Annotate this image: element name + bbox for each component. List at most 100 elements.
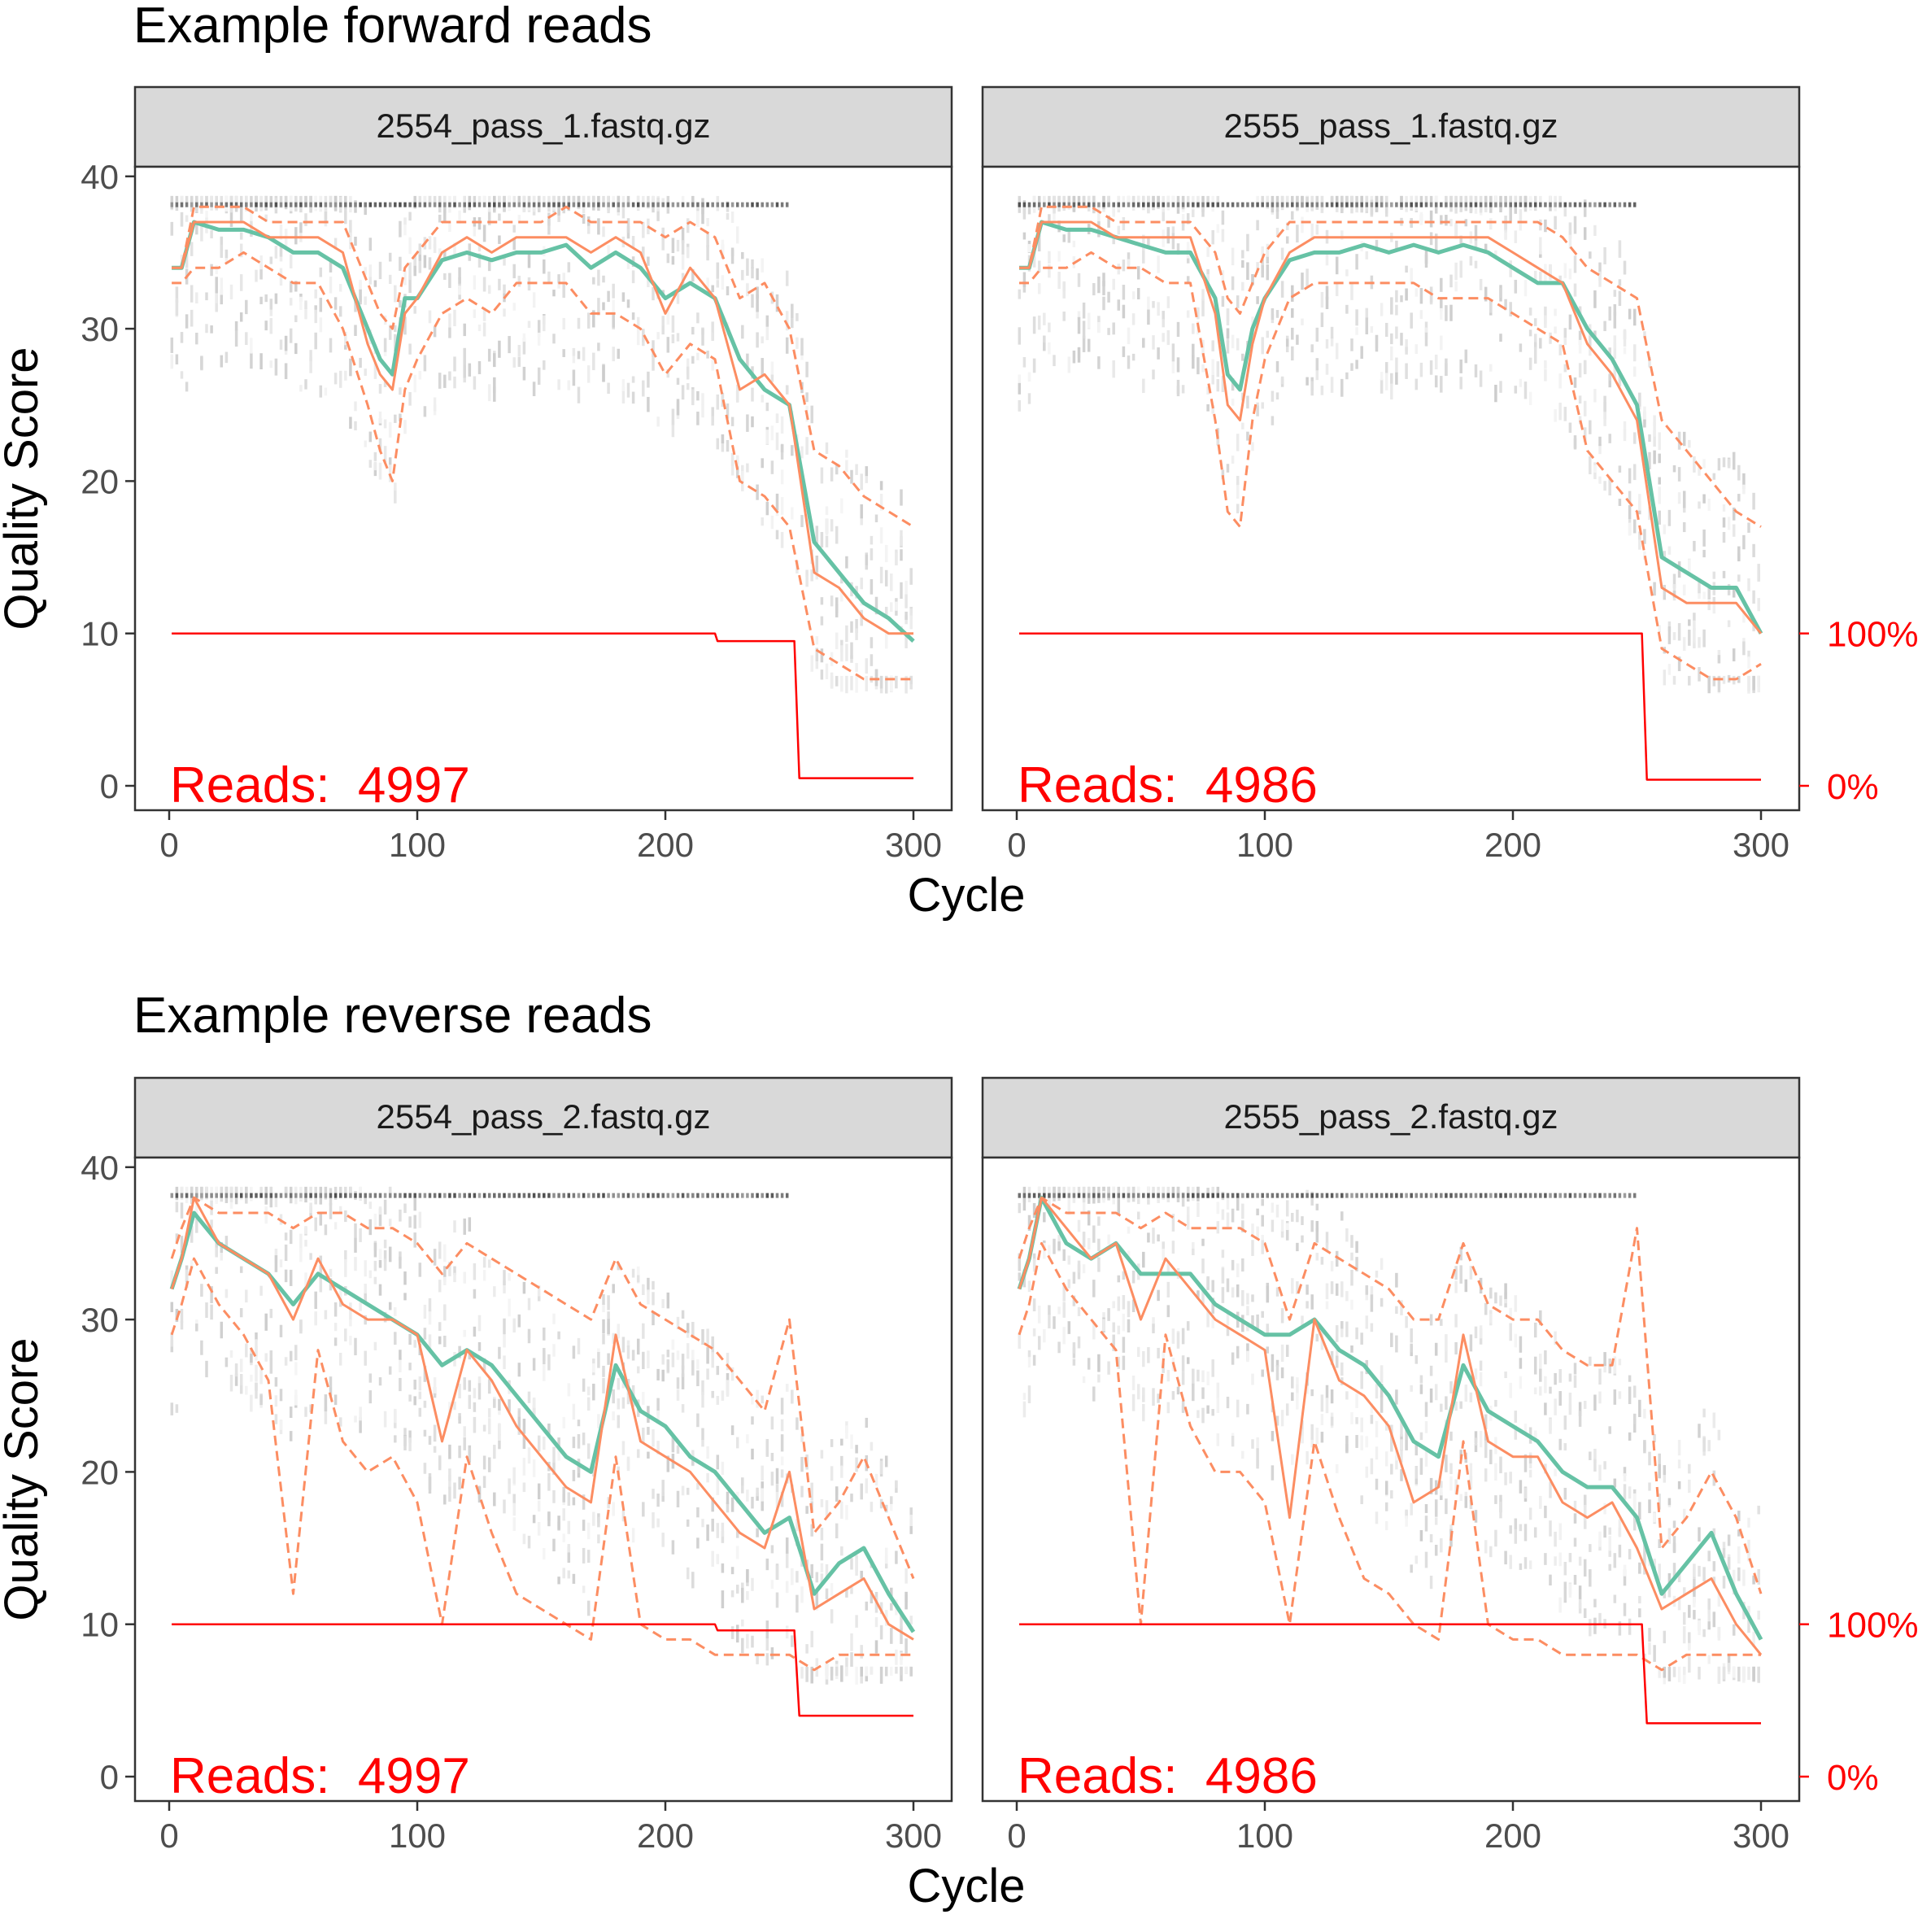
density-tile xyxy=(612,1284,615,1293)
density-tile xyxy=(324,211,328,221)
density-tile xyxy=(1048,195,1051,205)
density-tile xyxy=(477,253,482,268)
density-tile xyxy=(1241,353,1244,361)
density-tile xyxy=(746,258,749,276)
density-tile xyxy=(1658,1453,1661,1471)
density-tile xyxy=(1181,1192,1185,1207)
density-tile xyxy=(1632,432,1637,444)
density-tile xyxy=(354,1337,357,1356)
density-tile xyxy=(1241,1258,1244,1272)
density-tile xyxy=(721,202,725,207)
density-tile xyxy=(250,338,253,354)
density-tile xyxy=(205,195,208,207)
density-tile xyxy=(775,432,779,451)
density-tile xyxy=(577,317,581,329)
density-tile xyxy=(508,1193,511,1198)
density-tile xyxy=(572,352,576,364)
density-tile xyxy=(428,202,432,207)
density-tile xyxy=(676,239,680,252)
density-tile xyxy=(269,299,273,310)
density-tile xyxy=(1271,416,1275,425)
density-tile xyxy=(1092,202,1096,207)
density-tile xyxy=(1246,1193,1249,1198)
density-tile xyxy=(735,1437,739,1449)
density-tile xyxy=(1072,1295,1076,1306)
density-tile xyxy=(1285,236,1289,244)
density-tile xyxy=(373,202,377,207)
density-tile xyxy=(1340,1362,1344,1376)
density-tile xyxy=(1077,195,1081,206)
density-tile xyxy=(597,1414,600,1428)
density-tile xyxy=(1459,1401,1462,1409)
density-tile xyxy=(1280,1308,1284,1324)
density-tile xyxy=(547,1354,551,1371)
density-tile xyxy=(463,202,466,207)
density-tile xyxy=(175,1202,179,1213)
density-tile xyxy=(1643,331,1646,338)
density-tile xyxy=(751,1397,754,1405)
density-tile xyxy=(532,1459,536,1477)
density-tile xyxy=(1504,1295,1507,1304)
density-tile xyxy=(691,1456,695,1466)
density-tile xyxy=(879,566,883,584)
density-tile xyxy=(1514,279,1518,294)
density-tile xyxy=(761,458,764,469)
density-tile xyxy=(477,1315,482,1332)
density-tile xyxy=(1414,1193,1419,1198)
density-tile xyxy=(1057,272,1061,290)
density-tile xyxy=(1613,290,1617,297)
density-tile xyxy=(1603,321,1606,332)
density-tile xyxy=(349,1193,352,1198)
density-tile xyxy=(706,202,709,207)
density-tile xyxy=(1712,1561,1716,1572)
density-tile xyxy=(761,1481,764,1494)
density-tile xyxy=(904,1591,908,1610)
density-tile xyxy=(1037,1193,1041,1198)
x-tick-label: 100 xyxy=(389,826,446,864)
density-tile xyxy=(368,264,373,277)
density-tile xyxy=(1632,1418,1637,1433)
density-tile xyxy=(220,236,224,251)
density-tile xyxy=(408,275,412,294)
density-tile xyxy=(1514,1295,1518,1312)
density-tile xyxy=(770,361,774,377)
density-tile xyxy=(617,1262,621,1271)
density-tile xyxy=(1712,1611,1716,1628)
density-tile xyxy=(1549,1193,1552,1198)
density-tile xyxy=(656,1368,660,1380)
density-tile xyxy=(1266,243,1270,257)
density-tile xyxy=(1261,1369,1264,1377)
density-tile xyxy=(1117,1197,1121,1214)
density-tile xyxy=(780,469,784,485)
density-tile xyxy=(1474,1326,1478,1339)
density-tile xyxy=(170,1332,174,1347)
density-tile xyxy=(756,1653,759,1664)
density-tile xyxy=(730,453,734,466)
density-tile xyxy=(1440,1319,1443,1326)
density-tile xyxy=(1166,330,1170,346)
density-tile xyxy=(850,621,853,633)
density-tile xyxy=(602,275,605,283)
density-tile xyxy=(1424,1402,1428,1417)
density-tile xyxy=(1142,1387,1145,1396)
density-tile xyxy=(190,202,194,207)
density-tile xyxy=(1573,1575,1577,1585)
density-tile xyxy=(1206,403,1210,412)
density-tile xyxy=(1296,1393,1299,1410)
density-tile xyxy=(1484,286,1488,302)
density-tile xyxy=(259,296,263,304)
density-tile xyxy=(185,202,189,207)
density-tile xyxy=(413,306,416,314)
density-tile xyxy=(423,1365,427,1382)
density-tile xyxy=(652,1429,655,1447)
density-tile xyxy=(1558,1193,1562,1198)
density-tile xyxy=(1727,1655,1731,1670)
density-tile xyxy=(1663,591,1667,600)
density-tile xyxy=(1494,1399,1497,1407)
density-tile xyxy=(399,1350,402,1360)
density-tile xyxy=(264,1313,268,1331)
density-tile xyxy=(482,277,486,292)
density-tile xyxy=(1107,1361,1110,1375)
density-tile xyxy=(438,1280,442,1293)
density-tile xyxy=(543,195,546,204)
